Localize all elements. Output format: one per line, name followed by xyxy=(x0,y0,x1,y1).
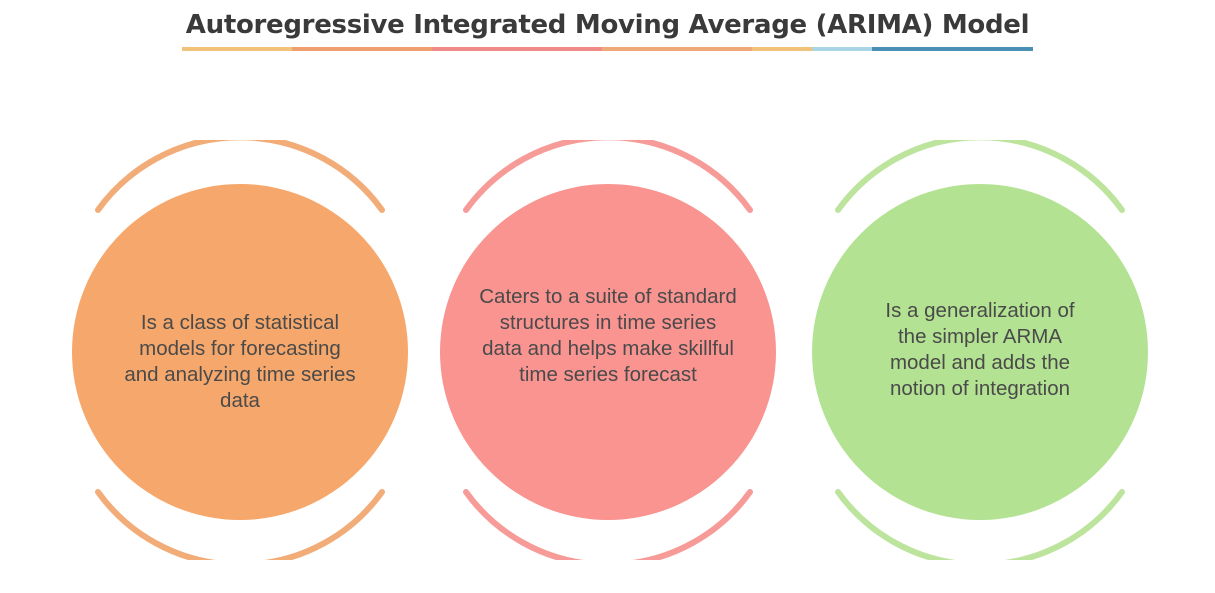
card-3-text: Is a generalization of the simpler ARMA … xyxy=(885,299,1075,400)
title-underline-seg-3 xyxy=(432,47,602,51)
card-1-top-arc xyxy=(95,140,385,213)
card-1: Is a class of statistical models for for… xyxy=(65,140,415,560)
card-3-graphic xyxy=(812,140,1148,560)
card-3: Is a generalization of the simpler ARMA … xyxy=(805,140,1155,560)
title-underline-seg-1 xyxy=(182,47,292,51)
card-2-graphic xyxy=(440,140,776,560)
card-1-graphic xyxy=(72,140,408,560)
title-underline-seg-6 xyxy=(812,47,872,51)
title-underline-seg-7 xyxy=(872,47,1033,51)
card-2-circle xyxy=(440,184,776,520)
card-1-circle xyxy=(72,184,408,520)
card-1-text: Is a class of statistical models for for… xyxy=(124,311,356,412)
title-underline-seg-4 xyxy=(602,47,752,51)
card-1-bottom-arc xyxy=(95,489,385,560)
card-3-top-arc xyxy=(835,140,1125,213)
title-underline-seg-2 xyxy=(292,47,432,51)
page-title: Autoregressive Integrated Moving Average… xyxy=(185,10,1030,40)
title-underline-seg-5 xyxy=(752,47,812,51)
card-2-bottom-arc xyxy=(463,489,753,560)
card-2: Caters to a suite of standard structures… xyxy=(433,140,783,560)
card-3-bottom-arc xyxy=(835,489,1125,560)
card-3-circle xyxy=(812,184,1148,520)
card-2-text: Caters to a suite of standard structures… xyxy=(479,285,737,386)
card-2-top-arc xyxy=(463,140,753,213)
